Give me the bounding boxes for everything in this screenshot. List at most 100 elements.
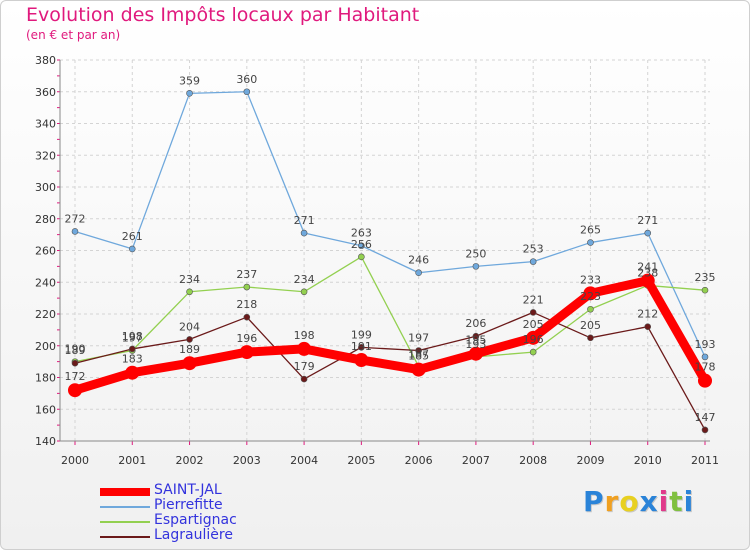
data-label: 238 (637, 266, 658, 279)
data-point (411, 362, 426, 377)
data-label: 235 (695, 271, 716, 284)
data-point (529, 348, 537, 356)
series-line (74, 256, 706, 368)
series-line (74, 311, 706, 431)
data-point (300, 375, 308, 383)
data-label: 233 (580, 273, 601, 286)
legend-item-saint-jal: SAINT-JAL (100, 482, 320, 499)
x-tick-label: 2009 (576, 454, 604, 467)
data-label: 183 (122, 353, 143, 366)
grid-layer (60, 59, 710, 442)
axis-layer: 140 160 180 200 220 240 260 280 300 320 340 360 380 2… (35, 54, 719, 467)
data-label: 198 (294, 329, 315, 342)
data-point (583, 286, 598, 301)
data-point (300, 288, 308, 296)
data-point (186, 336, 193, 343)
chart-subtitle: (en € et par an) (26, 28, 121, 42)
data-label: 359 (179, 74, 200, 87)
series-espartignac (71, 253, 709, 370)
data-label: 271 (294, 214, 315, 227)
logo-letter: P (583, 485, 605, 518)
data-point (640, 273, 655, 288)
data-label: 256 (351, 238, 372, 251)
legend-swatch (100, 521, 150, 523)
legend-label: Espartignac (154, 512, 237, 528)
y-tick-label: 200 (35, 340, 56, 353)
data-label: 205 (523, 318, 544, 331)
y-tick-label: 360 (35, 86, 56, 99)
x-tick-label: 2001 (118, 454, 146, 467)
data-point (526, 330, 541, 345)
data-point (297, 341, 312, 356)
legend-item-pierrefitte: Pierrefitte (100, 498, 320, 514)
legend-label: Lagraulière (154, 527, 233, 543)
data-label: 196 (523, 333, 544, 346)
data-label: 253 (523, 243, 544, 256)
logo-letter: x (639, 485, 659, 518)
data-point (243, 313, 251, 321)
data-label: 190 (65, 343, 86, 356)
data-label: 199 (351, 328, 372, 341)
data-label: 265 (580, 224, 601, 237)
legend-swatch (100, 488, 150, 496)
data-label: 237 (236, 268, 257, 281)
data-label: 189 (179, 343, 200, 356)
data-point (698, 373, 712, 388)
data-label: 218 (236, 298, 257, 311)
data-label: 261 (122, 230, 143, 243)
logo-letter: i (683, 485, 695, 518)
data-point (71, 228, 79, 235)
data-label: 172 (65, 370, 86, 383)
series-pierrefitte (71, 88, 709, 361)
x-tick-label: 2011 (691, 454, 719, 467)
data-point (243, 283, 251, 291)
proxiti-logo: Proxiti (583, 485, 694, 518)
y-tick-label: 300 (35, 181, 56, 194)
data-point (68, 383, 82, 398)
x-tick-label: 2005 (347, 454, 375, 467)
legend-label: SAINT-JAL (154, 482, 222, 498)
data-label: 360 (236, 73, 257, 86)
data-point (472, 332, 480, 340)
data-point (128, 245, 136, 253)
data-point (587, 305, 594, 313)
data-label: 204 (179, 320, 200, 333)
legend: SAINT-JAL Pierrefitte Espartignac Lagrauliè… (100, 482, 320, 544)
data-point (300, 229, 308, 237)
data-label: 271 (637, 214, 658, 227)
data-label: 147 (695, 411, 716, 424)
data-label: 206 (465, 317, 486, 330)
series-layer (68, 88, 712, 434)
data-label: 198 (122, 330, 143, 343)
legend-swatch (100, 506, 150, 508)
x-tick-label: 2002 (176, 454, 204, 467)
data-point (358, 242, 365, 250)
data-point (186, 90, 193, 97)
data-label: 191 (351, 340, 372, 353)
data-point (239, 345, 254, 360)
y-tick-label: 280 (35, 213, 56, 226)
data-label: 195 (465, 334, 486, 347)
data-label: 223 (580, 290, 601, 303)
data-label: 234 (179, 273, 200, 286)
data-label: 193 (695, 338, 716, 351)
data-label: 250 (465, 247, 486, 260)
data-label: 197 (122, 332, 143, 345)
x-tick-label: 2004 (290, 454, 318, 467)
data-point (644, 323, 652, 331)
data-label: 178 (695, 361, 716, 374)
data-point (243, 88, 251, 96)
data-point (529, 258, 537, 265)
legend-swatch (100, 536, 150, 538)
data-point (701, 353, 709, 361)
x-tick-label: 2006 (405, 454, 433, 467)
legend-item-lagraulière: Lagraulière (100, 527, 320, 544)
logo-letter: r (604, 485, 620, 518)
data-point (186, 288, 193, 296)
data-label: 263 (351, 227, 372, 240)
data-label: 189 (65, 344, 86, 357)
y-tick-label: 180 (35, 372, 56, 385)
y-tick-label: 320 (35, 149, 56, 162)
data-point (358, 344, 365, 351)
